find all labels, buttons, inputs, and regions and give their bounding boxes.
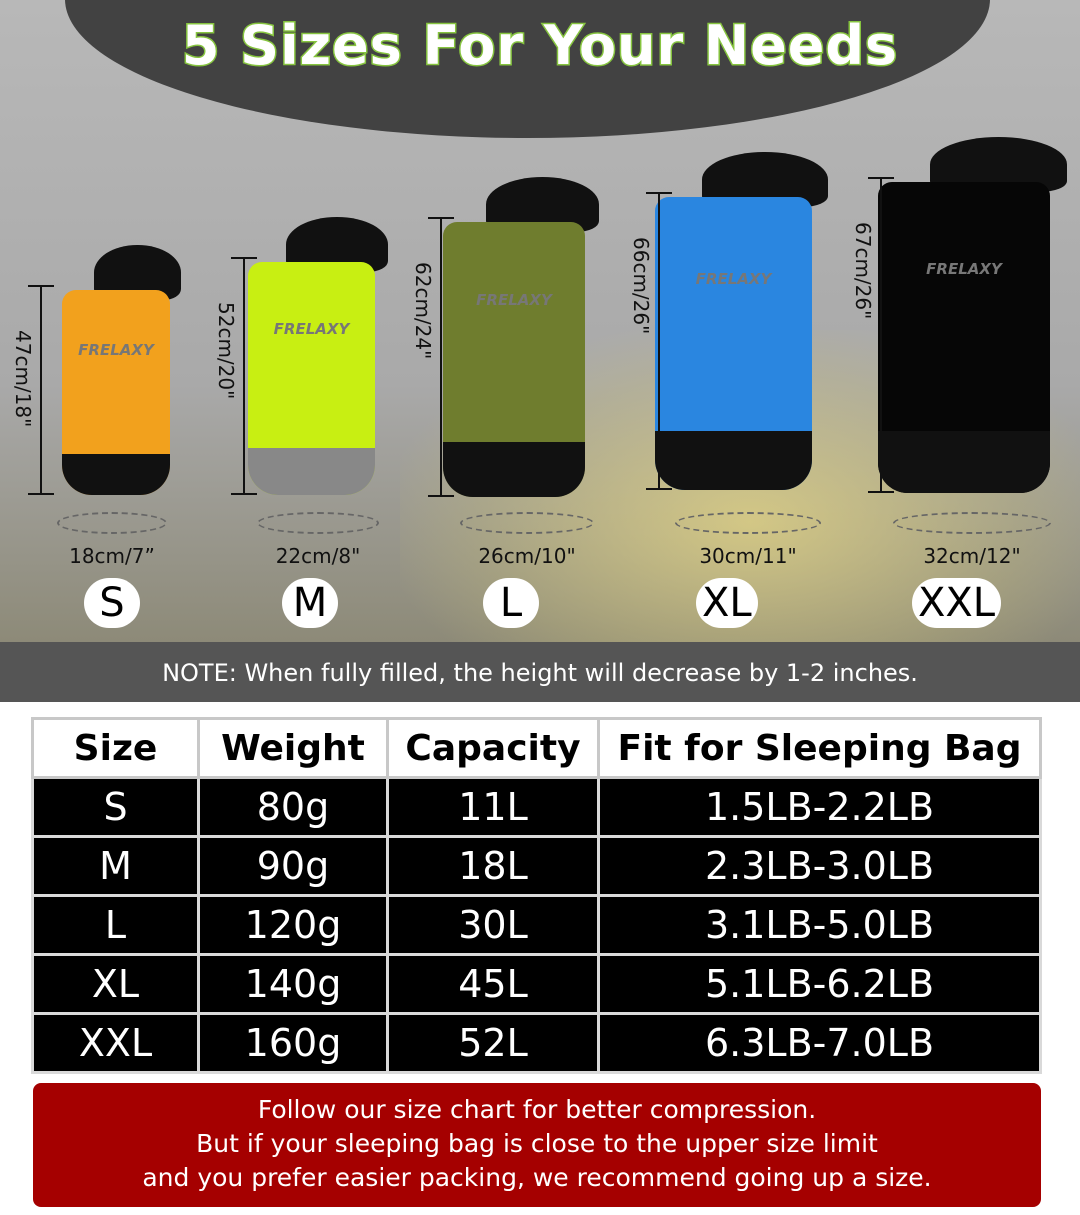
cell-fit: 5.1LB-6.2LB: [597, 953, 1042, 1015]
note-bar: NOTE: When fully filled, the height will…: [0, 642, 1080, 702]
size-table: Size Weight Capacity Fit for Sleeping Ba…: [31, 717, 1042, 1074]
width-ring: [675, 512, 821, 534]
table-row: L 120g 30L 3.1LB-5.0LB: [31, 894, 1042, 956]
height-measure-line: [231, 257, 257, 495]
height-measure-line: [868, 177, 894, 493]
page-title: 5 Sizes For Your Needs: [180, 13, 899, 79]
cell-capacity: 18L: [386, 835, 600, 897]
header-size: Size: [31, 717, 200, 779]
cell-weight: 120g: [197, 894, 389, 956]
width-label: 18cm/7”: [69, 544, 155, 568]
width-label: 22cm/8": [275, 544, 361, 568]
stuff-sack-xxl: FRELAXY: [878, 182, 1050, 493]
bag-base: [62, 454, 170, 495]
recommendation-box: Follow our size chart for better compres…: [33, 1083, 1041, 1207]
cell-fit: 3.1LB-5.0LB: [597, 894, 1042, 956]
stuff-sack-s: FRELAXY: [62, 290, 170, 495]
cell-fit: 6.3LB-7.0LB: [597, 1012, 1042, 1074]
height-label: 66cm/26": [629, 237, 653, 335]
height-label: 52cm/20": [214, 302, 238, 400]
cell-capacity: 52L: [386, 1012, 600, 1074]
cell-weight: 140g: [197, 953, 389, 1015]
cell-capacity: 45L: [386, 953, 600, 1015]
bag-base: [878, 430, 1050, 493]
cell-size: M: [31, 835, 200, 897]
cell-fit: 2.3LB-3.0LB: [597, 835, 1042, 897]
table-row: S 80g 11L 1.5LB-2.2LB: [31, 776, 1042, 838]
size-badge: XXL: [912, 578, 1002, 628]
header-fit: Fit for Sleeping Bag: [597, 717, 1042, 779]
size-badge: XL: [696, 578, 758, 628]
width-ring: [893, 512, 1051, 534]
brand-logo: FRELAXY: [78, 341, 154, 360]
height-measure-line: [646, 192, 672, 490]
width-ring: [57, 512, 167, 534]
size-badge: S: [84, 578, 140, 628]
cell-capacity: 30L: [386, 894, 600, 956]
tip-line: and you prefer easier packing, we recomm…: [142, 1163, 932, 1192]
table-row: XXL 160g 52L 6.3LB-7.0LB: [31, 1012, 1042, 1074]
height-measure-line: [28, 285, 54, 495]
table-row: XL 140g 45L 5.1LB-6.2LB: [31, 953, 1042, 1015]
width-label: 30cm/11": [699, 544, 797, 568]
cell-size: S: [31, 776, 200, 838]
bag-base: [655, 431, 812, 490]
size-badge: L: [483, 578, 539, 628]
table-row: M 90g 18L 2.3LB-3.0LB: [31, 835, 1042, 897]
brand-logo: FRELAXY: [695, 270, 772, 289]
bag-base: [443, 442, 585, 497]
cell-size: XL: [31, 953, 200, 1015]
height-measure-line: [428, 217, 454, 497]
cell-size: L: [31, 894, 200, 956]
cell-fit: 1.5LB-2.2LB: [597, 776, 1042, 838]
bag-base: [248, 448, 375, 495]
tip-line: But if your sleeping bag is close to the…: [196, 1129, 878, 1158]
brand-logo: FRELAXY: [926, 259, 1002, 278]
brand-logo: FRELAXY: [476, 290, 552, 309]
tip-line: Follow our size chart for better compres…: [257, 1095, 817, 1124]
product-hero: 5 Sizes For Your Needs FRELAXY 47cm/18" …: [0, 0, 1080, 642]
width-ring: [257, 512, 379, 534]
brand-logo: FRELAXY: [273, 320, 350, 339]
cell-size: XXL: [31, 1012, 200, 1074]
height-label: 47cm/18": [11, 330, 35, 428]
width-ring: [460, 512, 594, 534]
width-label: 26cm/10": [478, 544, 576, 568]
cell-weight: 160g: [197, 1012, 389, 1074]
stuff-sack-xl: FRELAXY: [655, 197, 812, 490]
header-capacity: Capacity: [386, 717, 600, 779]
height-label: 67cm/26": [851, 222, 875, 320]
stuff-sack-m: FRELAXY: [248, 262, 375, 495]
cell-weight: 80g: [197, 776, 389, 838]
cell-capacity: 11L: [386, 776, 600, 838]
height-label: 62cm/24": [411, 262, 435, 360]
size-badge: M: [282, 578, 338, 628]
stuff-sack-l: FRELAXY: [443, 222, 585, 497]
width-label: 32cm/12": [923, 544, 1021, 568]
header-weight: Weight: [197, 717, 389, 779]
cell-weight: 90g: [197, 835, 389, 897]
